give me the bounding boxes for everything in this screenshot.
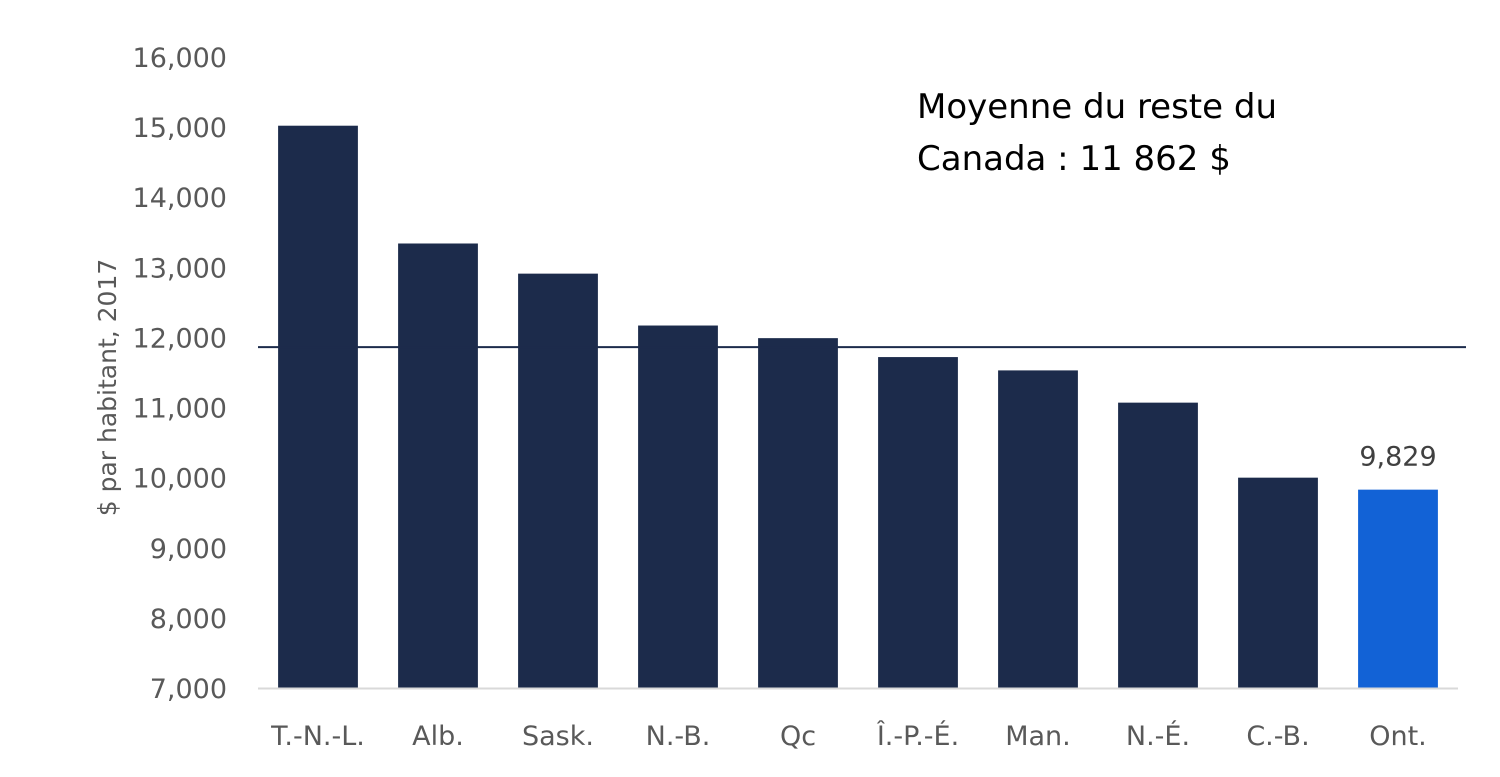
x-tick-label: Ont. (1369, 721, 1427, 752)
y-axis-ticks: 7,000 8,000 9,000 10,000 11,000 12,000 13,000 1… (133, 43, 227, 705)
x-tick-label: Man. (1005, 721, 1071, 752)
y-tick-label: 12,000 (133, 323, 227, 354)
x-tick-label: N.-B. (646, 721, 711, 752)
bar (398, 243, 478, 689)
y-tick-label: 13,000 (133, 253, 227, 284)
average-annotation: Moyenne du reste du Canada : 11 862 $ (917, 87, 1288, 179)
bar (1358, 489, 1438, 688)
bar (1238, 477, 1318, 688)
y-axis-title: $ par habitant, 2017 (93, 259, 122, 517)
y-tick-label: 10,000 (133, 464, 227, 495)
bar (518, 273, 598, 688)
bar (758, 338, 838, 688)
x-axis-labels: T.-N.-L. Alb. Sask. N.-B. Qc Î.-P.-É. Man. N.-É… (270, 720, 1427, 752)
annotation-line-1: Moyenne du reste du (917, 87, 1277, 127)
annotation-line-2: Canada : 11 862 $ (917, 139, 1231, 179)
y-tick-label: 7,000 (150, 674, 227, 705)
y-tick-label: 15,000 (133, 113, 227, 144)
x-tick-label: Alb. (412, 721, 464, 752)
y-tick-label: 16,000 (133, 43, 227, 74)
bars (278, 125, 1438, 689)
x-tick-label: Sask. (522, 721, 594, 752)
bar (638, 325, 718, 688)
bar (878, 357, 958, 688)
x-tick-label: Î.-P.-É. (876, 720, 959, 752)
data-labels: 9,829 (1359, 442, 1436, 473)
x-tick-label: T.-N.-L. (270, 721, 365, 752)
data-label: 9,829 (1359, 442, 1436, 473)
x-tick-label: Qc (780, 721, 816, 752)
bar (998, 370, 1078, 688)
y-tick-label: 11,000 (133, 394, 227, 425)
x-tick-label: N.-É. (1126, 720, 1190, 752)
y-tick-label: 9,000 (150, 534, 227, 565)
y-tick-label: 8,000 (150, 604, 227, 635)
x-tick-label: C.-B. (1246, 721, 1309, 752)
bar (278, 125, 358, 689)
bar (1118, 402, 1198, 688)
y-tick-label: 14,000 (133, 183, 227, 214)
